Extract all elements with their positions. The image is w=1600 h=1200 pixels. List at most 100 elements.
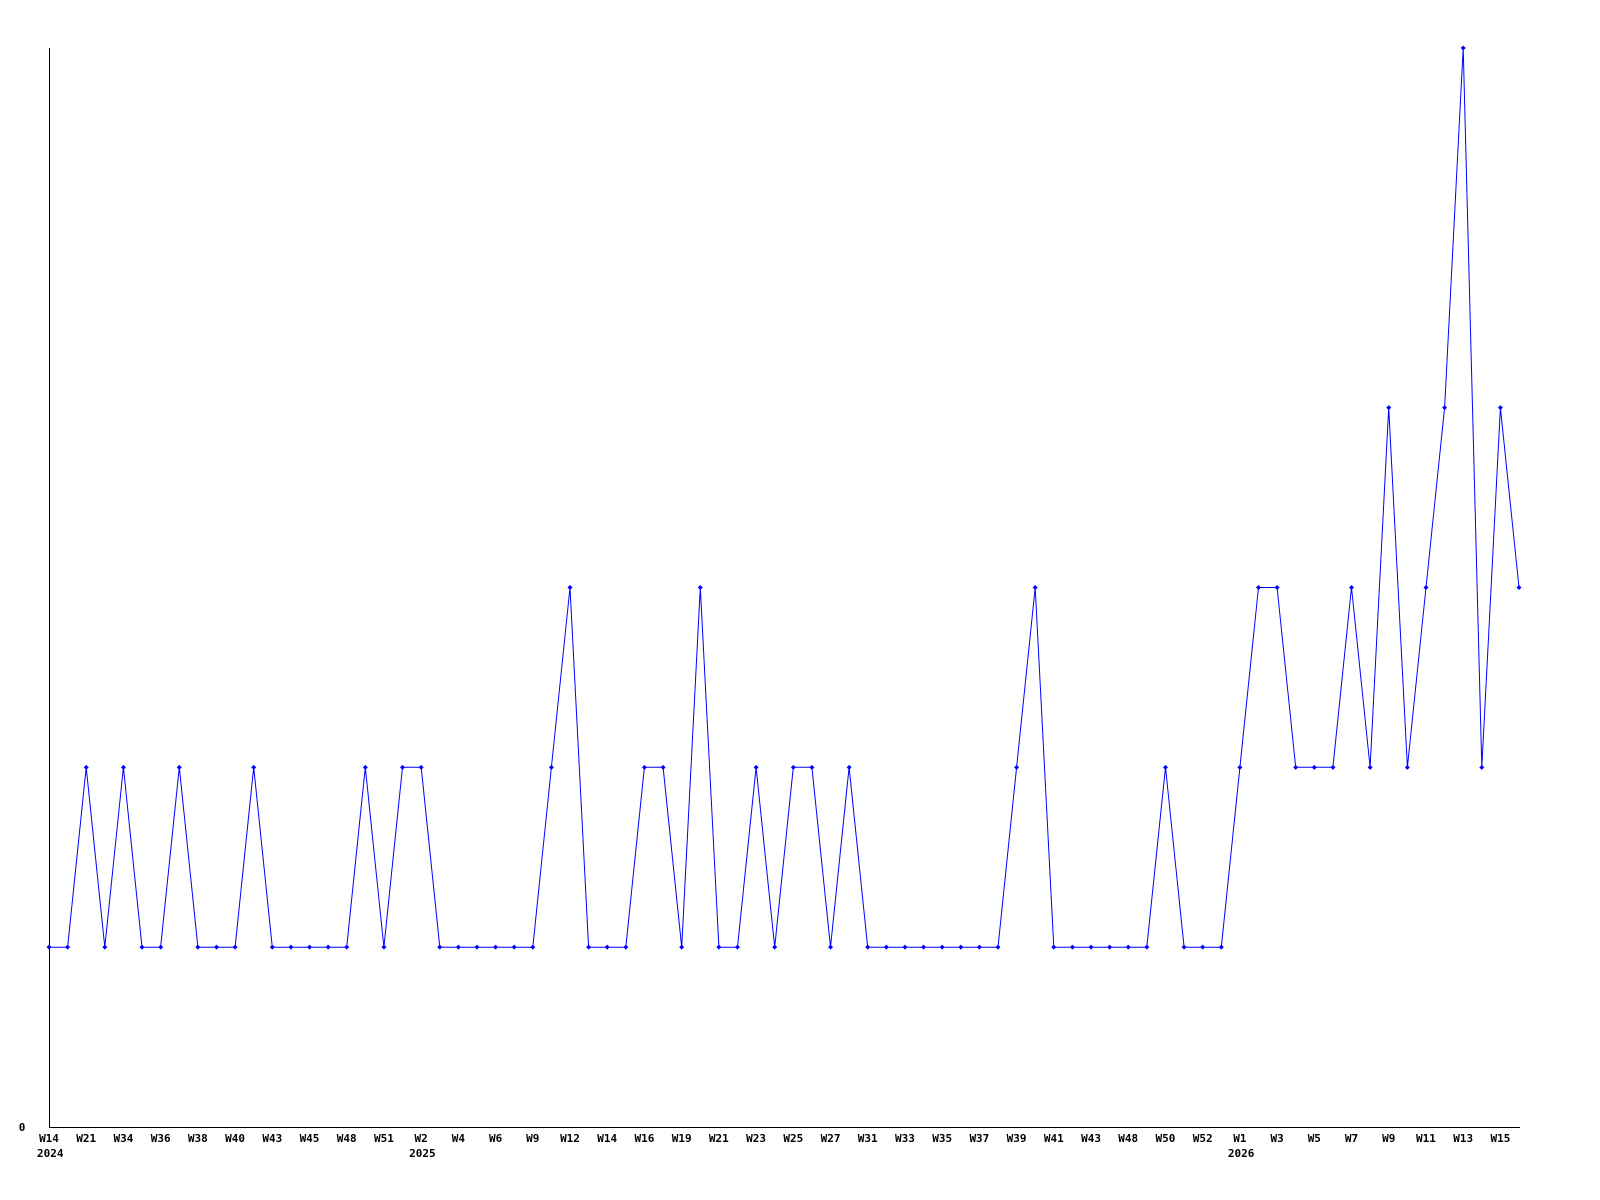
data-point xyxy=(1088,944,1094,950)
data-point xyxy=(939,944,945,950)
x-tick-label: W34 xyxy=(113,1132,133,1145)
x-tick-label: W14 xyxy=(39,1132,59,1145)
data-point xyxy=(828,944,834,950)
data-point xyxy=(344,944,350,950)
data-point xyxy=(1181,944,1187,950)
data-point xyxy=(586,944,592,950)
data-point xyxy=(1497,405,1503,411)
x-tick-label: W41 xyxy=(1044,1132,1064,1145)
x-tick-label: W9 xyxy=(1382,1132,1395,1145)
x-tick-label: W50 xyxy=(1156,1132,1176,1145)
data-point xyxy=(958,944,964,950)
data-point xyxy=(120,764,126,770)
data-point xyxy=(604,944,610,950)
data-point xyxy=(176,764,182,770)
x-tick-label: W13 xyxy=(1453,1132,1473,1145)
x-tick-label: W43 xyxy=(1081,1132,1101,1145)
data-point xyxy=(772,944,778,950)
x-tick-label: W39 xyxy=(1007,1132,1027,1145)
x-tick-label: W27 xyxy=(821,1132,841,1145)
year-label: 2025 xyxy=(409,1147,436,1160)
x-tick-label: W5 xyxy=(1308,1132,1321,1145)
year-label: 2024 xyxy=(37,1147,64,1160)
data-point xyxy=(865,944,871,950)
x-tick-label: W48 xyxy=(1118,1132,1138,1145)
x-tick-label: W3 xyxy=(1270,1132,1283,1145)
x-tick-label: W1 xyxy=(1233,1132,1247,1145)
data-point xyxy=(418,764,424,770)
data-point xyxy=(660,764,666,770)
data-point xyxy=(1107,944,1113,950)
x-tick-label: W19 xyxy=(672,1132,692,1145)
data-point xyxy=(567,585,573,590)
x-tick-labels: W14 W21 W34 W36 W38 W40 W43 W45 W48 W51 W2 W4 W6 W9 W1… xyxy=(37,1132,1510,1160)
data-point xyxy=(716,944,722,950)
data-point xyxy=(1237,764,1243,770)
x-tick-label: W43 xyxy=(262,1132,282,1145)
data-point xyxy=(46,944,52,950)
data-point xyxy=(1330,764,1336,770)
data-point xyxy=(1014,764,1020,770)
x-tick-label: W7 xyxy=(1345,1132,1358,1145)
data-point xyxy=(1423,585,1429,590)
data-point xyxy=(1367,764,1373,770)
data-point xyxy=(902,944,908,950)
x-tick-label: W21 xyxy=(76,1132,96,1145)
series-line xyxy=(49,47,1520,948)
x-tick-label: W36 xyxy=(151,1132,171,1145)
y-tick-label: 0 xyxy=(19,1121,26,1134)
data-point xyxy=(362,764,368,770)
data-point xyxy=(623,944,629,950)
data-point xyxy=(1255,585,1261,590)
data-point xyxy=(325,944,331,950)
data-point xyxy=(1200,944,1206,950)
data-point xyxy=(1218,944,1224,950)
data-point xyxy=(1479,764,1485,770)
data-point xyxy=(269,944,275,950)
data-point xyxy=(474,944,480,950)
data-point xyxy=(511,944,517,950)
x-tick-label: W52 xyxy=(1193,1132,1213,1145)
data-point xyxy=(921,944,927,950)
data-point xyxy=(251,764,257,770)
x-tick-label: W33 xyxy=(895,1132,915,1145)
data-point xyxy=(1274,585,1280,590)
data-point xyxy=(1311,764,1317,770)
data-point xyxy=(753,764,759,770)
data-point xyxy=(790,764,796,770)
data-point xyxy=(1293,764,1299,770)
x-tick-label: W40 xyxy=(225,1132,245,1145)
x-tick-label: W11 xyxy=(1416,1132,1436,1145)
data-point xyxy=(1460,45,1466,51)
x-tick-label: W23 xyxy=(746,1132,766,1145)
x-tick-label: W2 xyxy=(415,1132,428,1145)
data-point xyxy=(83,764,89,770)
data-point xyxy=(1125,944,1131,950)
data-point xyxy=(530,944,536,950)
x-tick-label: W12 xyxy=(560,1132,580,1145)
x-tick-label: W9 xyxy=(526,1132,539,1145)
x-tick-label: W48 xyxy=(337,1132,357,1145)
data-point xyxy=(195,944,201,950)
x-tick-label: W31 xyxy=(858,1132,878,1145)
data-point xyxy=(1032,585,1038,590)
x-tick-label: W38 xyxy=(188,1132,208,1145)
data-point xyxy=(1516,585,1522,590)
data-point xyxy=(679,944,685,950)
x-tick-label: W51 xyxy=(374,1132,394,1145)
data-point xyxy=(455,944,461,950)
data-point xyxy=(381,944,387,950)
x-tick-label: W35 xyxy=(932,1132,952,1145)
year-label: 2026 xyxy=(1228,1147,1255,1160)
data-point xyxy=(213,944,219,950)
data-point xyxy=(976,944,982,950)
data-point xyxy=(734,944,740,950)
data-point xyxy=(1404,764,1410,770)
x-tick-label: W16 xyxy=(635,1132,655,1145)
x-tick-label: W37 xyxy=(969,1132,989,1145)
data-point xyxy=(65,944,71,950)
data-point xyxy=(809,764,815,770)
data-point xyxy=(232,944,238,950)
data-point xyxy=(307,944,313,950)
